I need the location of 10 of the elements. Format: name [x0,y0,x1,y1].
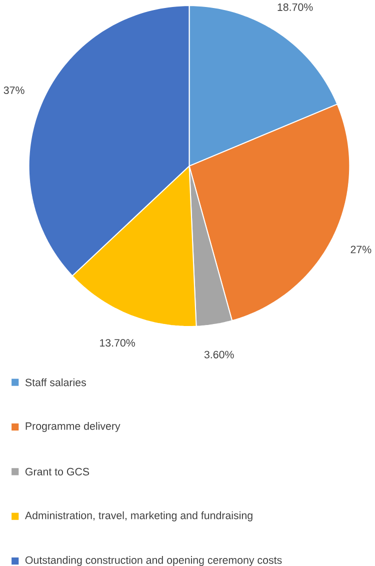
data-label: 3.60% [204,350,234,358]
data-label: 13.70% [100,339,135,347]
data-label: 37% [4,86,24,94]
data-label: 18.70% [278,3,313,11]
legend-label: Programme delivery [26,422,120,432]
legend-label: Outstanding construction and opening ceremony costs [25,556,282,566]
legend-label: Staff salaries [25,378,86,386]
data-label: 27% [350,246,372,254]
legend-label: Grant to GCS [26,468,90,476]
legend-label: Administration, travel, marketing and fundraising [24,511,252,522]
